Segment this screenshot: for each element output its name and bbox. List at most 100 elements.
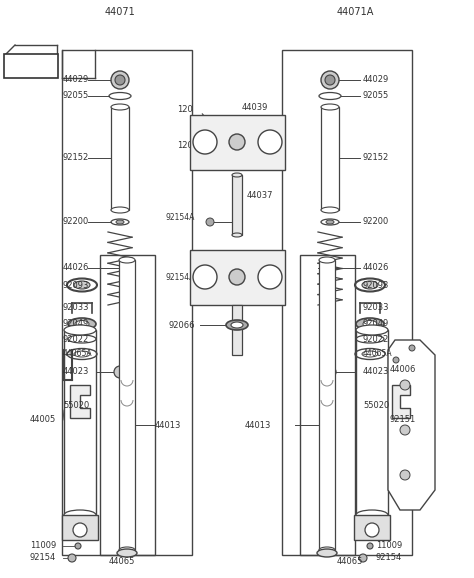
Ellipse shape: [356, 318, 384, 330]
Text: 44023: 44023: [63, 368, 90, 376]
Circle shape: [400, 470, 410, 480]
Text: 92093: 92093: [363, 280, 389, 290]
Ellipse shape: [326, 220, 334, 224]
Ellipse shape: [117, 549, 137, 557]
Text: 92022: 92022: [63, 335, 89, 343]
Ellipse shape: [321, 207, 339, 213]
Ellipse shape: [116, 220, 124, 224]
Text: 44013: 44013: [245, 421, 272, 429]
Bar: [321, 107, 339, 210]
Circle shape: [206, 278, 214, 286]
Ellipse shape: [74, 351, 90, 357]
Ellipse shape: [356, 325, 388, 335]
Circle shape: [324, 366, 336, 378]
Bar: [62, 50, 192, 555]
Bar: [190, 250, 285, 305]
Text: 44013: 44013: [155, 421, 182, 429]
Ellipse shape: [356, 510, 388, 520]
Text: 44065A: 44065A: [63, 350, 92, 358]
Bar: [282, 50, 412, 555]
Text: 44026: 44026: [363, 264, 389, 272]
Circle shape: [367, 543, 373, 549]
Text: 44026: 44026: [63, 264, 90, 272]
Ellipse shape: [363, 320, 377, 328]
Circle shape: [111, 71, 129, 89]
Polygon shape: [70, 385, 90, 418]
Ellipse shape: [64, 325, 96, 335]
Ellipse shape: [111, 104, 129, 110]
Ellipse shape: [362, 281, 378, 289]
Text: 55020: 55020: [63, 401, 89, 409]
Circle shape: [206, 218, 214, 226]
Ellipse shape: [119, 257, 135, 263]
Text: 92200: 92200: [63, 217, 89, 227]
Text: 55020: 55020: [363, 401, 389, 409]
Text: 92154: 92154: [376, 554, 402, 562]
Circle shape: [73, 523, 87, 537]
Polygon shape: [392, 385, 410, 418]
Ellipse shape: [75, 320, 89, 328]
Circle shape: [400, 380, 410, 390]
Bar: [356, 330, 388, 515]
Ellipse shape: [68, 318, 96, 330]
Text: 92154A: 92154A: [165, 213, 195, 223]
Text: 44071A: 44071A: [337, 7, 374, 17]
Ellipse shape: [119, 547, 135, 553]
Ellipse shape: [319, 257, 335, 263]
Ellipse shape: [74, 281, 90, 289]
Text: 44065: 44065: [109, 558, 135, 566]
Text: 92049: 92049: [63, 320, 89, 328]
Text: 44037: 44037: [247, 191, 273, 201]
Bar: [64, 330, 96, 515]
Circle shape: [258, 265, 282, 289]
Text: 92152: 92152: [63, 154, 89, 162]
Text: 120: 120: [177, 140, 193, 150]
Circle shape: [68, 554, 76, 562]
Text: 92022: 92022: [363, 335, 389, 343]
Bar: [319, 260, 335, 550]
Text: 92055: 92055: [63, 91, 89, 101]
Text: 92093: 92093: [63, 280, 90, 290]
Bar: [190, 115, 285, 170]
Text: 44029: 44029: [63, 76, 89, 84]
Text: 44039: 44039: [242, 102, 268, 112]
Polygon shape: [388, 340, 435, 510]
Circle shape: [359, 554, 367, 562]
Text: 44023: 44023: [363, 368, 389, 376]
Bar: [300, 255, 355, 555]
Text: 44065: 44065: [337, 558, 364, 566]
Text: FRONT: FRONT: [14, 62, 48, 72]
Text: 11009: 11009: [376, 542, 402, 550]
Ellipse shape: [226, 320, 248, 330]
Ellipse shape: [111, 207, 129, 213]
Ellipse shape: [319, 547, 335, 553]
Bar: [62, 515, 98, 540]
Circle shape: [115, 75, 125, 85]
Bar: [232, 305, 242, 355]
Bar: [232, 175, 242, 235]
Circle shape: [229, 134, 245, 150]
Ellipse shape: [317, 549, 337, 557]
FancyBboxPatch shape: [4, 54, 58, 78]
Ellipse shape: [362, 351, 378, 357]
Text: 92066: 92066: [168, 320, 195, 329]
Text: 92151: 92151: [390, 416, 416, 424]
Ellipse shape: [232, 173, 242, 177]
Circle shape: [321, 71, 339, 89]
Ellipse shape: [231, 322, 243, 328]
Ellipse shape: [64, 510, 96, 520]
Text: 44006: 44006: [390, 365, 416, 375]
Circle shape: [193, 130, 217, 154]
Text: 11009: 11009: [30, 542, 56, 550]
Text: 44005: 44005: [30, 416, 56, 424]
Bar: [111, 107, 129, 210]
Ellipse shape: [232, 233, 242, 237]
Text: 92049: 92049: [363, 320, 389, 328]
Bar: [354, 515, 390, 540]
Text: 92033: 92033: [363, 303, 390, 313]
Text: 92152: 92152: [363, 154, 389, 162]
Text: 44029: 44029: [363, 76, 389, 84]
Ellipse shape: [321, 104, 339, 110]
Text: 92033: 92033: [63, 303, 90, 313]
Text: 92055: 92055: [363, 91, 389, 101]
